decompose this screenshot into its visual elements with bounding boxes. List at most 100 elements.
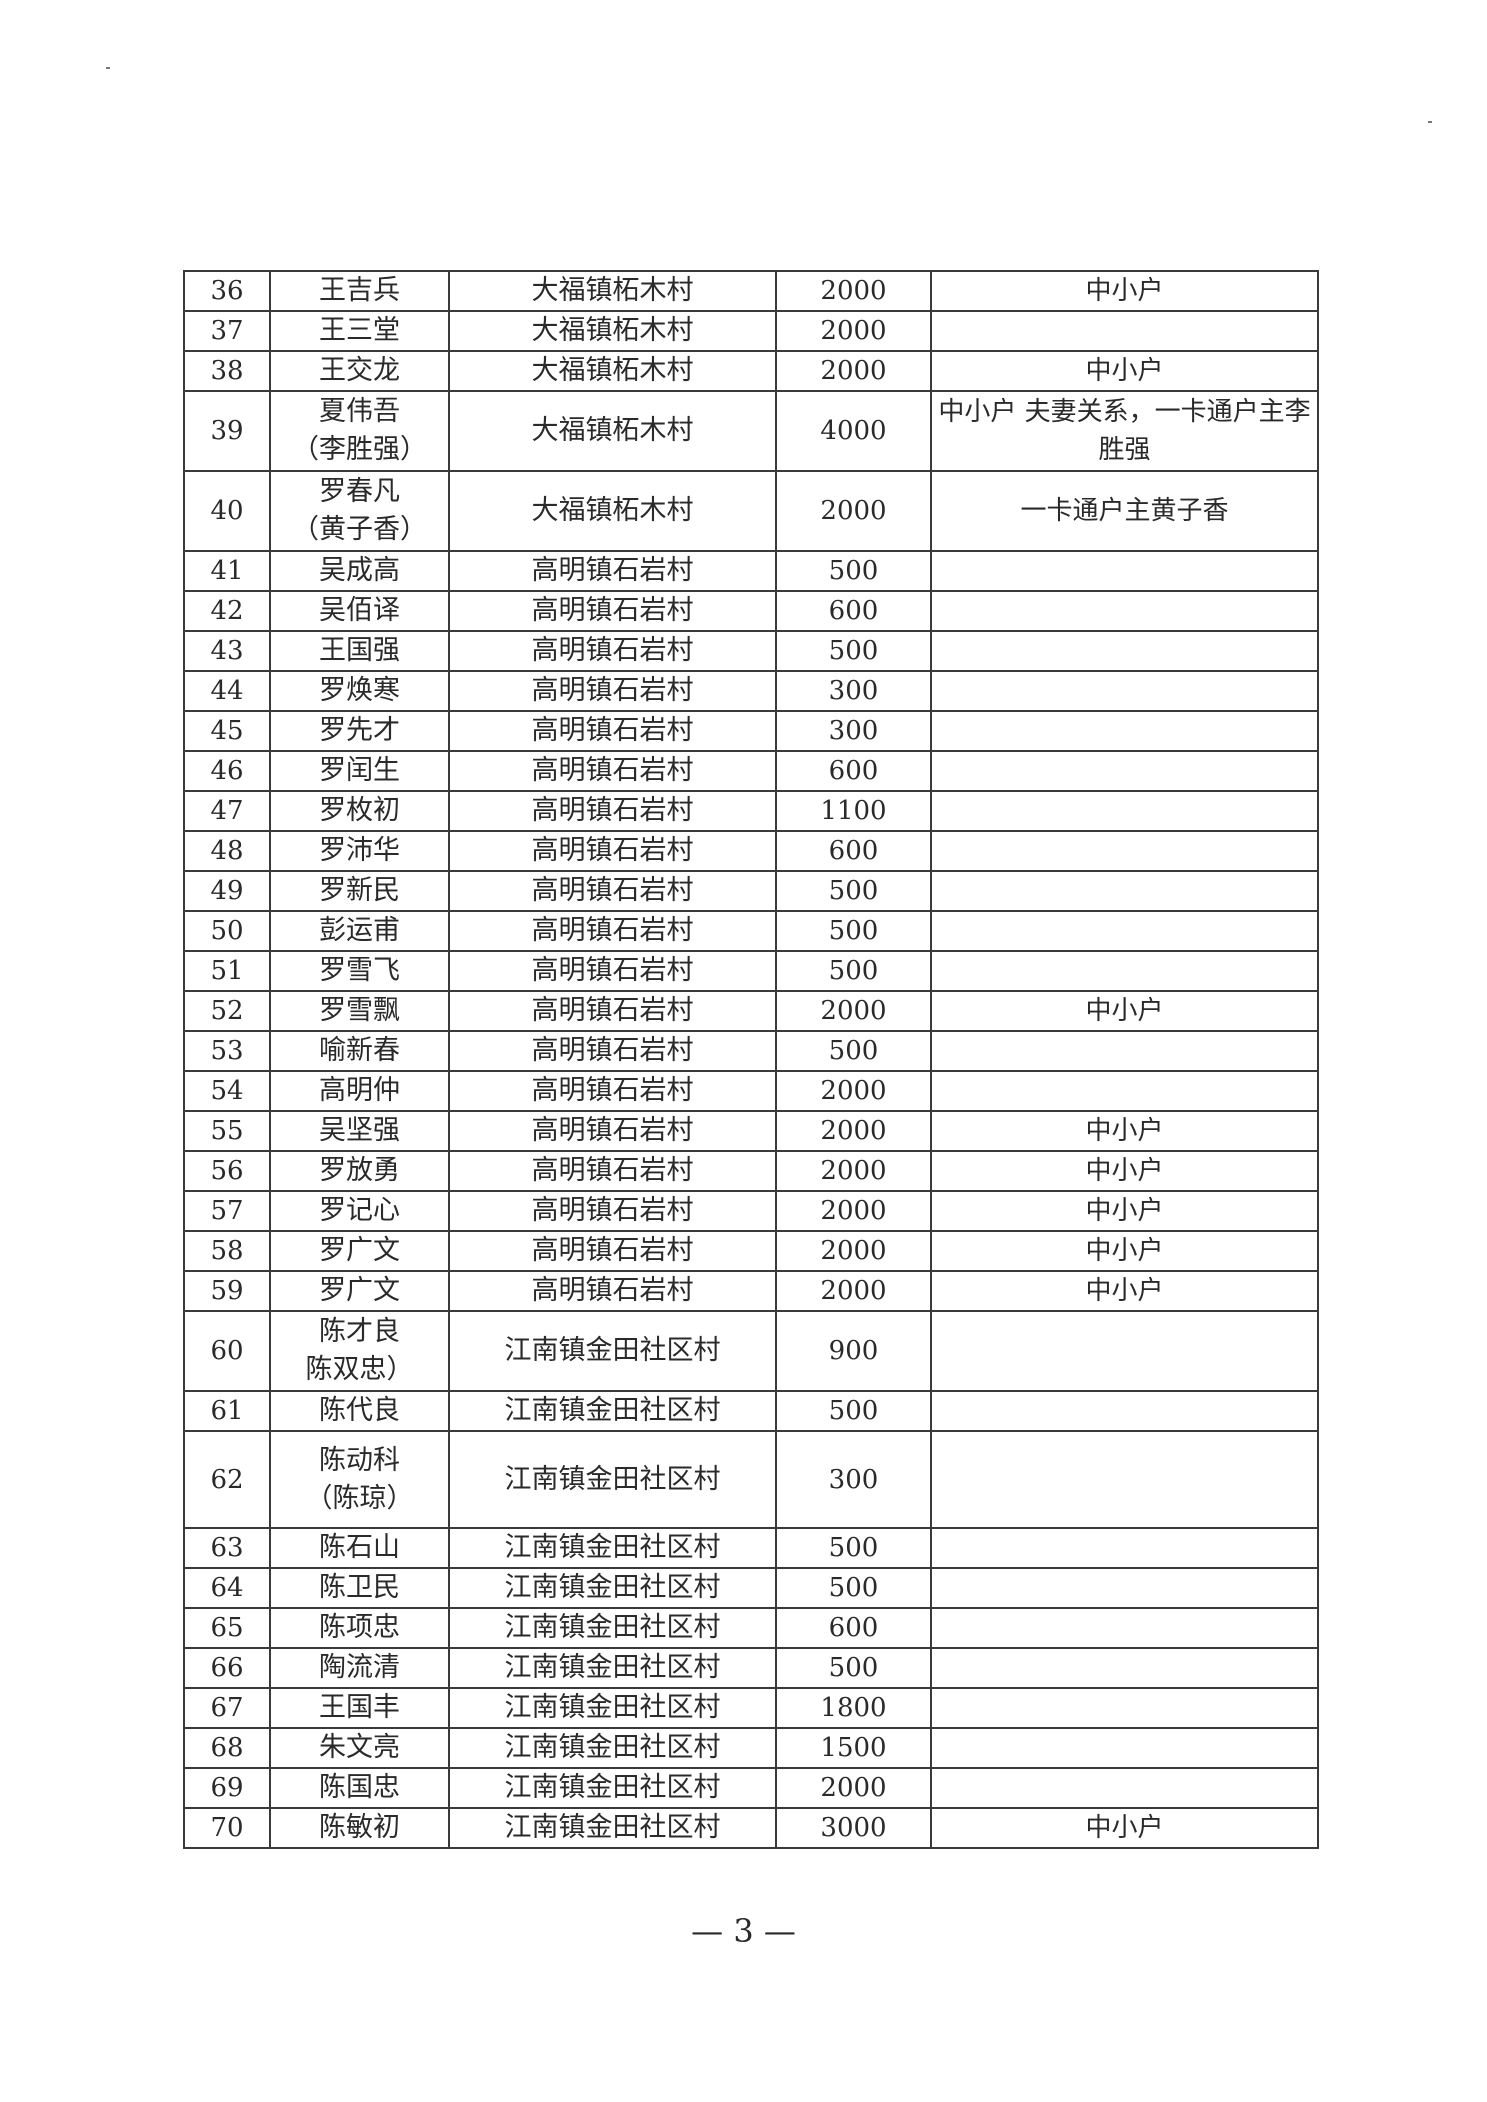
note-cell [930, 550, 1319, 592]
name-text: 夏伟吾 [319, 396, 400, 427]
row-number-cell: 40 [183, 470, 271, 552]
row-number-cell: 62 [183, 1430, 271, 1529]
row-number-cell: 65 [183, 1607, 271, 1649]
name-text: 罗春凡 [319, 476, 400, 507]
row-number-cell: 68 [183, 1727, 271, 1769]
table-row: 54 高明仲 高明镇石岩村 2000 [183, 1070, 1319, 1112]
place-cell: 高明镇石岩村 [448, 590, 777, 632]
amount-cell: 900 [775, 1310, 932, 1392]
note-cell: 中小户 [930, 1190, 1319, 1232]
name-cell: 罗记心 [269, 1190, 450, 1232]
table-row: 59 罗广文 高明镇石岩村 2000 中小户 [183, 1270, 1319, 1312]
amount-cell: 2000 [775, 310, 932, 352]
table-row: 46 罗闰生 高明镇石岩村 600 [183, 750, 1319, 792]
name-text: 罗雪飘 [319, 995, 400, 1026]
amount-cell: 600 [775, 830, 932, 872]
place-cell: 大福镇柘木村 [448, 350, 777, 392]
amount-cell: 2000 [775, 990, 932, 1032]
row-number-cell: 57 [183, 1190, 271, 1232]
name-cell: 陈代良 [269, 1390, 450, 1432]
place-cell: 高明镇石岩村 [448, 1190, 777, 1232]
name-cell: 吴成高 [269, 550, 450, 592]
row-number-cell: 46 [183, 750, 271, 792]
amount-cell: 600 [775, 1607, 932, 1649]
name-text: 陈项忠 [319, 1612, 400, 1643]
row-number-cell: 50 [183, 910, 271, 952]
name-text: 陈才良 [319, 1316, 400, 1347]
name-cell: 陈动科 （陈琼） [269, 1430, 450, 1529]
name-cell: 陶流清 [269, 1647, 450, 1689]
alias-text: 陈双忠） [305, 1354, 414, 1385]
place-cell: 江南镇金田社区村 [448, 1390, 777, 1432]
place-cell: 江南镇金田社区村 [448, 1807, 777, 1849]
name-cell: 陈项忠 [269, 1607, 450, 1649]
amount-cell: 500 [775, 630, 932, 672]
name-cell: 王国丰 [269, 1687, 450, 1729]
table-row: 62 陈动科 （陈琼） 江南镇金田社区村 300 [183, 1430, 1319, 1529]
page-number: — 3 — [691, 1912, 796, 1950]
place-cell: 江南镇金田社区村 [448, 1647, 777, 1689]
name-text: 王国丰 [319, 1692, 400, 1723]
row-number-cell: 37 [183, 310, 271, 352]
name-cell: 吴佰译 [269, 590, 450, 632]
place-cell: 高明镇石岩村 [448, 1230, 777, 1272]
name-cell: 罗闰生 [269, 750, 450, 792]
amount-cell: 500 [775, 910, 932, 952]
place-cell: 高明镇石岩村 [448, 790, 777, 832]
name-text: 高明仲 [319, 1075, 400, 1106]
place-cell: 大福镇柘木村 [448, 390, 777, 472]
place-cell: 江南镇金田社区村 [448, 1527, 777, 1569]
amount-cell: 2000 [775, 1190, 932, 1232]
table-row: 36 王吉兵 大福镇柘木村 2000 中小户 [183, 270, 1319, 312]
place-cell: 大福镇柘木村 [448, 470, 777, 552]
note-cell [930, 1727, 1319, 1769]
name-text: 罗广文 [319, 1275, 400, 1306]
amount-cell: 3000 [775, 1807, 932, 1849]
amount-cell: 600 [775, 590, 932, 632]
amount-cell: 2000 [775, 1110, 932, 1152]
amount-cell: 4000 [775, 390, 932, 472]
table-row: 55 吴坚强 高明镇石岩村 2000 中小户 [183, 1110, 1319, 1152]
place-cell: 高明镇石岩村 [448, 870, 777, 912]
note-cell: 中小户 [930, 350, 1319, 392]
table-row: 63 陈石山 江南镇金田社区村 500 [183, 1527, 1319, 1569]
name-cell: 罗广文 [269, 1230, 450, 1272]
name-cell: 罗先才 [269, 710, 450, 752]
place-cell: 高明镇石岩村 [448, 1270, 777, 1312]
amount-cell: 2000 [775, 470, 932, 552]
note-cell [930, 830, 1319, 872]
name-text: 王交龙 [319, 355, 400, 386]
name-text: 罗记心 [319, 1195, 400, 1226]
amount-cell: 2000 [775, 1270, 932, 1312]
table-row: 53 喻新春 高明镇石岩村 500 [183, 1030, 1319, 1072]
note-cell [930, 1310, 1319, 1392]
row-number-cell: 58 [183, 1230, 271, 1272]
table-row: 50 彭运甫 高明镇石岩村 500 [183, 910, 1319, 952]
table-row: 52 罗雪飘 高明镇石岩村 2000 中小户 [183, 990, 1319, 1032]
note-cell [930, 1687, 1319, 1729]
alias-text: （李胜强） [292, 434, 427, 465]
row-number-cell: 64 [183, 1567, 271, 1609]
amount-cell: 500 [775, 870, 932, 912]
name-text: 罗枚初 [319, 795, 400, 826]
note-cell [930, 1647, 1319, 1689]
row-number-cell: 48 [183, 830, 271, 872]
name-cell: 王国强 [269, 630, 450, 672]
note-cell [930, 1430, 1319, 1529]
table-row: 47 罗枚初 高明镇石岩村 1100 [183, 790, 1319, 832]
name-text: 陈敏初 [319, 1812, 400, 1843]
name-cell: 陈敏初 [269, 1807, 450, 1849]
table-row: 70 陈敏初 江南镇金田社区村 3000 中小户 [183, 1807, 1319, 1849]
place-cell: 高明镇石岩村 [448, 990, 777, 1032]
name-text: 吴佰译 [319, 595, 400, 626]
row-number-cell: 54 [183, 1070, 271, 1112]
place-cell: 高明镇石岩村 [448, 1030, 777, 1072]
name-cell: 罗广文 [269, 1270, 450, 1312]
name-cell: 陈石山 [269, 1527, 450, 1569]
table-row: 58 罗广文 高明镇石岩村 2000 中小户 [183, 1230, 1319, 1272]
note-cell: 中小户 [930, 1807, 1319, 1849]
row-number-cell: 55 [183, 1110, 271, 1152]
amount-cell: 1800 [775, 1687, 932, 1729]
name-cell: 罗雪飘 [269, 990, 450, 1032]
name-text: 王国强 [319, 635, 400, 666]
